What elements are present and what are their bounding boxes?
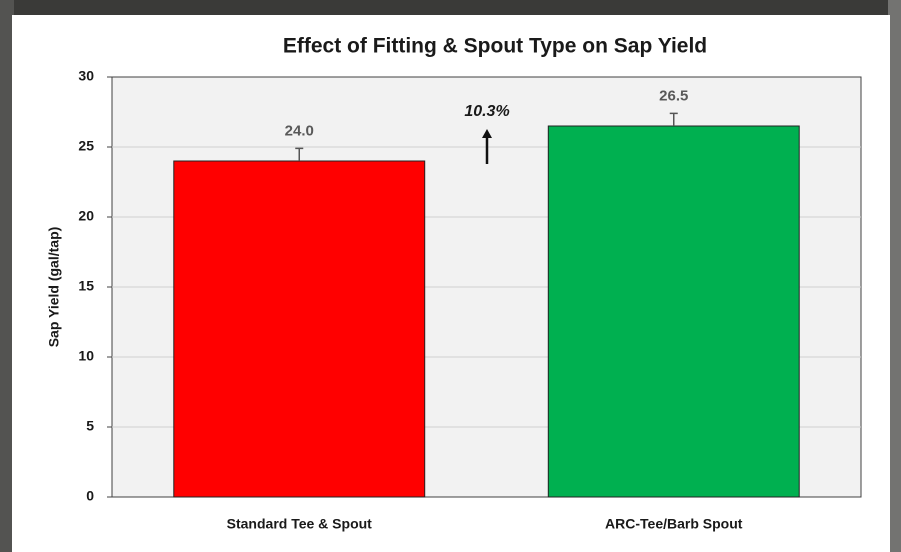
- error-bar: [295, 147, 304, 161]
- y-tick-label: 5: [86, 418, 94, 434]
- y-tick-label: 15: [78, 278, 94, 294]
- x-tick-label: Standard Tee & Spout: [227, 516, 373, 532]
- y-tick-label: 25: [78, 138, 94, 154]
- x-tick-label: ARC-Tee/Barb Spout: [605, 516, 743, 532]
- value-label: 26.5: [659, 87, 688, 104]
- bark-edge-left: [0, 0, 14, 552]
- annotation: 10.3%: [464, 103, 509, 120]
- y-tick-label: 20: [78, 208, 94, 224]
- y-axis-label: Sap Yield (gal/tap): [46, 227, 62, 348]
- error-bar: [669, 112, 678, 126]
- value-label: 24.0: [285, 122, 314, 139]
- annotation-arrowhead: [482, 129, 492, 138]
- y-tick-label: 0: [86, 488, 94, 504]
- bar: [173, 160, 426, 498]
- chart-title: Effect of Fitting & Spout Type on Sap Yi…: [283, 35, 707, 58]
- bar: [547, 125, 800, 498]
- bark-edge-right: [888, 0, 901, 552]
- y-tick-label: 30: [78, 68, 94, 84]
- y-tick-label: 10: [78, 348, 94, 364]
